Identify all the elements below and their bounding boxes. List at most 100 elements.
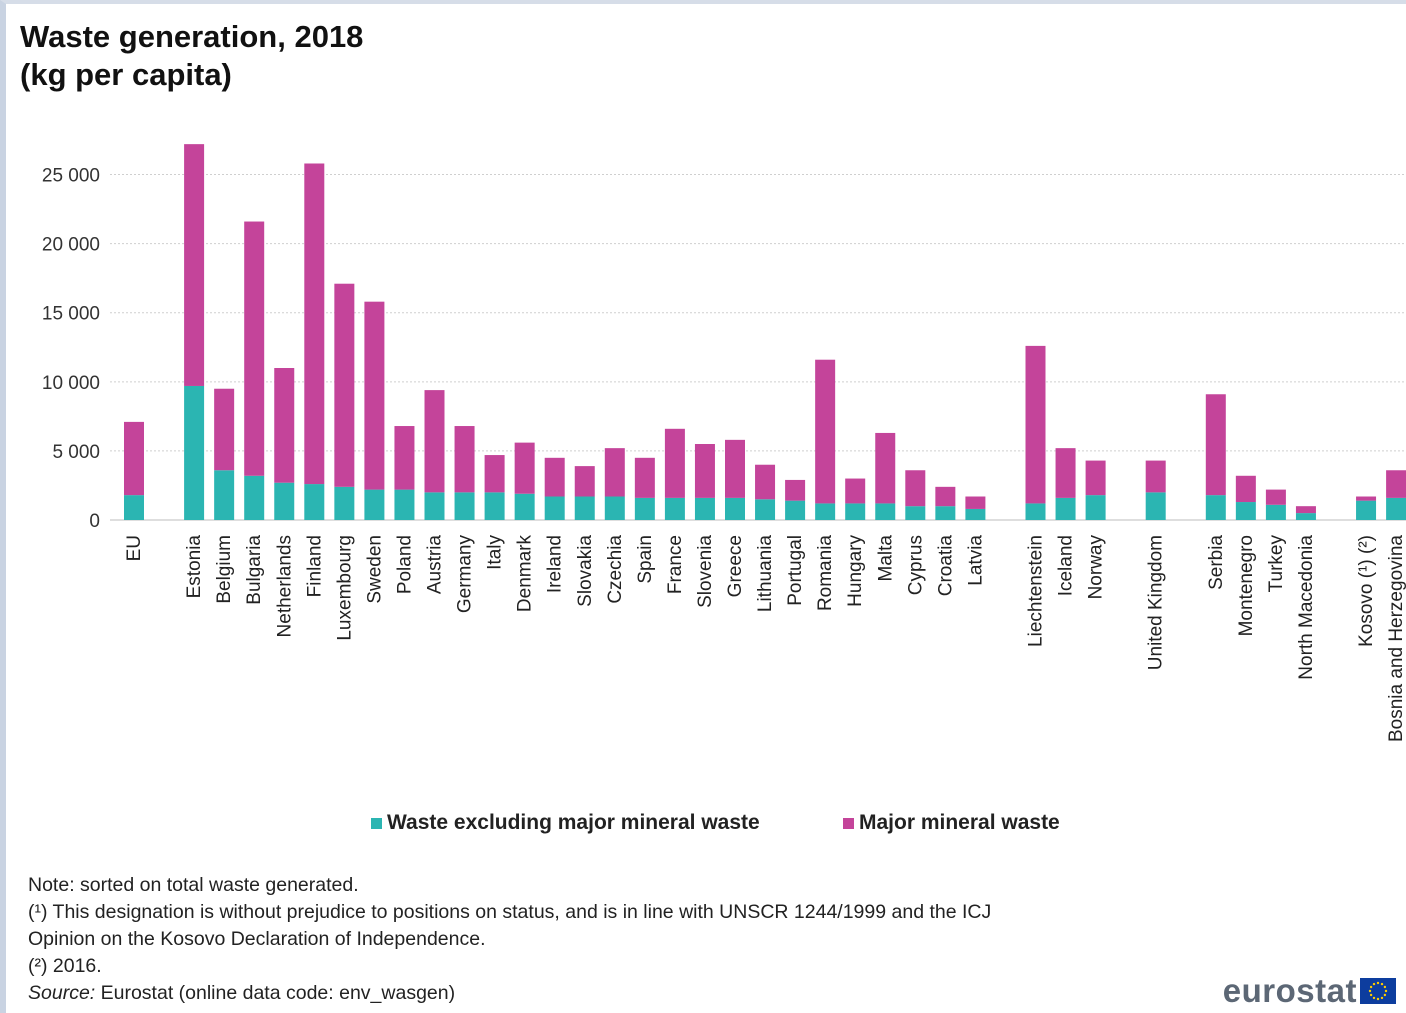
x-label-romania: Romania <box>815 535 836 611</box>
x-label-iceland: Iceland <box>1056 535 1077 596</box>
bar-waste-excluding-luxembourg <box>334 486 355 520</box>
x-label-belgium: Belgium <box>214 535 235 604</box>
source-line: Source: Eurostat (online data code: env_… <box>28 980 1208 1007</box>
bar-major-mineral-hungary <box>845 478 866 504</box>
x-label-serbia: Serbia <box>1206 535 1227 590</box>
bars <box>124 144 1406 520</box>
bar-major-mineral-greece <box>725 439 745 498</box>
bar-waste-excluding-germany <box>454 492 475 520</box>
bar-waste-excluding-poland <box>394 489 415 520</box>
bar-major-mineral-germany <box>454 426 475 493</box>
bar-major-mineral-croatia <box>935 486 956 507</box>
y-tick-label: 5 000 <box>52 442 100 463</box>
bar-major-mineral-italy <box>484 455 505 493</box>
bar-major-mineral-slovenia <box>694 444 715 498</box>
bar-waste-excluding-spain <box>634 497 655 520</box>
bar-major-mineral-eu <box>124 421 144 496</box>
x-label-eu: EU <box>124 535 145 561</box>
bar-major-mineral-romania <box>815 359 836 504</box>
y-tick-label: 10 000 <box>42 373 100 394</box>
bar-waste-excluding-eu <box>124 495 144 520</box>
bar-major-mineral-liechtenstein <box>1025 345 1046 504</box>
bar-waste-excluding-cyprus <box>905 506 926 520</box>
x-label-liechtenstein: Liechtenstein <box>1026 535 1047 647</box>
bar-waste-excluding-montenegro <box>1235 502 1256 520</box>
bar-major-mineral-netherlands <box>274 368 295 483</box>
x-label-netherlands: Netherlands <box>274 535 295 637</box>
bar-waste-excluding-belgium <box>214 470 235 520</box>
bar-waste-excluding-romania <box>815 503 836 520</box>
x-label-italy: Italy <box>485 535 506 570</box>
y-tick-label: 0 <box>89 511 100 532</box>
source-label: Source: <box>28 982 96 1004</box>
bar-waste-excluding-malta <box>875 503 896 520</box>
chart-title-line2: (kg per capita) <box>20 57 232 92</box>
legend: Waste excluding major mineral waste Majo… <box>0 811 1406 839</box>
x-label-spain: Spain <box>635 535 656 584</box>
bar-major-mineral-norway <box>1085 460 1106 496</box>
x-label-denmark: Denmark <box>515 535 536 613</box>
footnote-1-line2: Opinion on the Kosovo Declaration of Ind… <box>28 928 486 950</box>
bar-major-mineral-serbia <box>1205 394 1226 496</box>
x-label-greece: Greece <box>725 535 746 597</box>
note-sorted: Note: sorted on total waste generated. <box>28 874 359 896</box>
x-label-germany: Germany <box>455 535 476 614</box>
bar-major-mineral-united-kingdom <box>1145 460 1166 493</box>
legend-swatch-magenta <box>843 817 854 829</box>
x-label-slovenia: Slovenia <box>695 535 716 608</box>
x-label-lithuania: Lithuania <box>755 535 776 613</box>
bar-major-mineral-bulgaria <box>244 221 265 476</box>
bar-waste-excluding-kosovo <box>1356 500 1377 520</box>
bar-major-mineral-portugal <box>785 479 806 501</box>
x-axis-labels: EU Estonia Belgium Bulgaria Netherlands Finla… <box>124 535 1406 743</box>
x-label-portugal: Portugal <box>785 535 806 606</box>
bar-major-mineral-france <box>664 428 685 498</box>
x-label-turkey: Turkey <box>1266 535 1287 593</box>
x-label-montenegro: Montenegro <box>1236 535 1257 636</box>
legend-item-major-mineral: Major mineral waste <box>843 811 1060 835</box>
bar-major-mineral-poland <box>394 426 415 490</box>
x-label-norway: Norway <box>1086 535 1107 600</box>
bar-major-mineral-sweden <box>364 301 385 490</box>
x-label-france: France <box>665 535 686 594</box>
bar-waste-excluding-bosnia-and-herzegovina <box>1386 497 1406 520</box>
bar-waste-excluding-austria <box>424 492 445 520</box>
bar-waste-excluding-lithuania <box>755 499 776 520</box>
y-tick-label: 15 000 <box>42 304 100 325</box>
footnote-1-line1: (¹) This designation is without prejudic… <box>28 901 992 923</box>
legend-label-waste-excluding: Waste excluding major mineral waste <box>387 811 760 834</box>
bar-waste-excluding-portugal <box>785 500 806 520</box>
x-label-czechia: Czechia <box>605 535 626 604</box>
bar-waste-excluding-liechtenstein <box>1025 503 1046 520</box>
x-label-poland: Poland <box>394 535 415 594</box>
bar-waste-excluding-croatia <box>935 506 956 520</box>
eurostat-brand: eurostat <box>1223 973 1396 1009</box>
x-label-luxembourg: Luxembourg <box>334 535 355 641</box>
gridlines <box>110 174 1406 521</box>
bar-major-mineral-czechia <box>604 448 625 497</box>
bar-waste-excluding-ireland <box>544 496 565 520</box>
bar-major-mineral-cyprus <box>905 470 926 507</box>
bar-major-mineral-slovakia <box>574 466 595 497</box>
bar-major-mineral-malta <box>875 432 896 504</box>
chart-notes: Note: sorted on total waste generated. (… <box>28 872 1208 1007</box>
x-label-cyprus: Cyprus <box>905 535 926 595</box>
bar-major-mineral-lithuania <box>755 464 776 500</box>
bar-waste-excluding-slovakia <box>574 496 595 520</box>
legend-swatch-teal <box>371 817 382 829</box>
bar-major-mineral-bosnia-and-herzegovina <box>1386 470 1406 498</box>
bar-waste-excluding-united-kingdom <box>1145 492 1166 520</box>
bar-major-mineral-iceland <box>1055 448 1076 498</box>
x-label-croatia: Croatia <box>935 535 956 597</box>
bar-major-mineral-estonia <box>184 144 205 386</box>
bar-waste-excluding-hungary <box>845 503 866 520</box>
y-axis: 0 5 000 10 000 15 000 20 000 25 000 <box>42 166 100 532</box>
chart-title: Waste generation, 2018 (kg per capita) <box>20 18 363 94</box>
bar-waste-excluding-north-macedonia <box>1295 513 1316 520</box>
eu-flag-icon <box>1360 978 1396 1004</box>
x-label-kosovo: Kosovo (¹) (²) <box>1356 535 1377 647</box>
bar-waste-excluding-finland <box>304 484 325 520</box>
bar-major-mineral-latvia <box>965 496 986 509</box>
bar-waste-excluding-denmark <box>514 493 535 520</box>
y-tick-label: 25 000 <box>42 166 100 187</box>
